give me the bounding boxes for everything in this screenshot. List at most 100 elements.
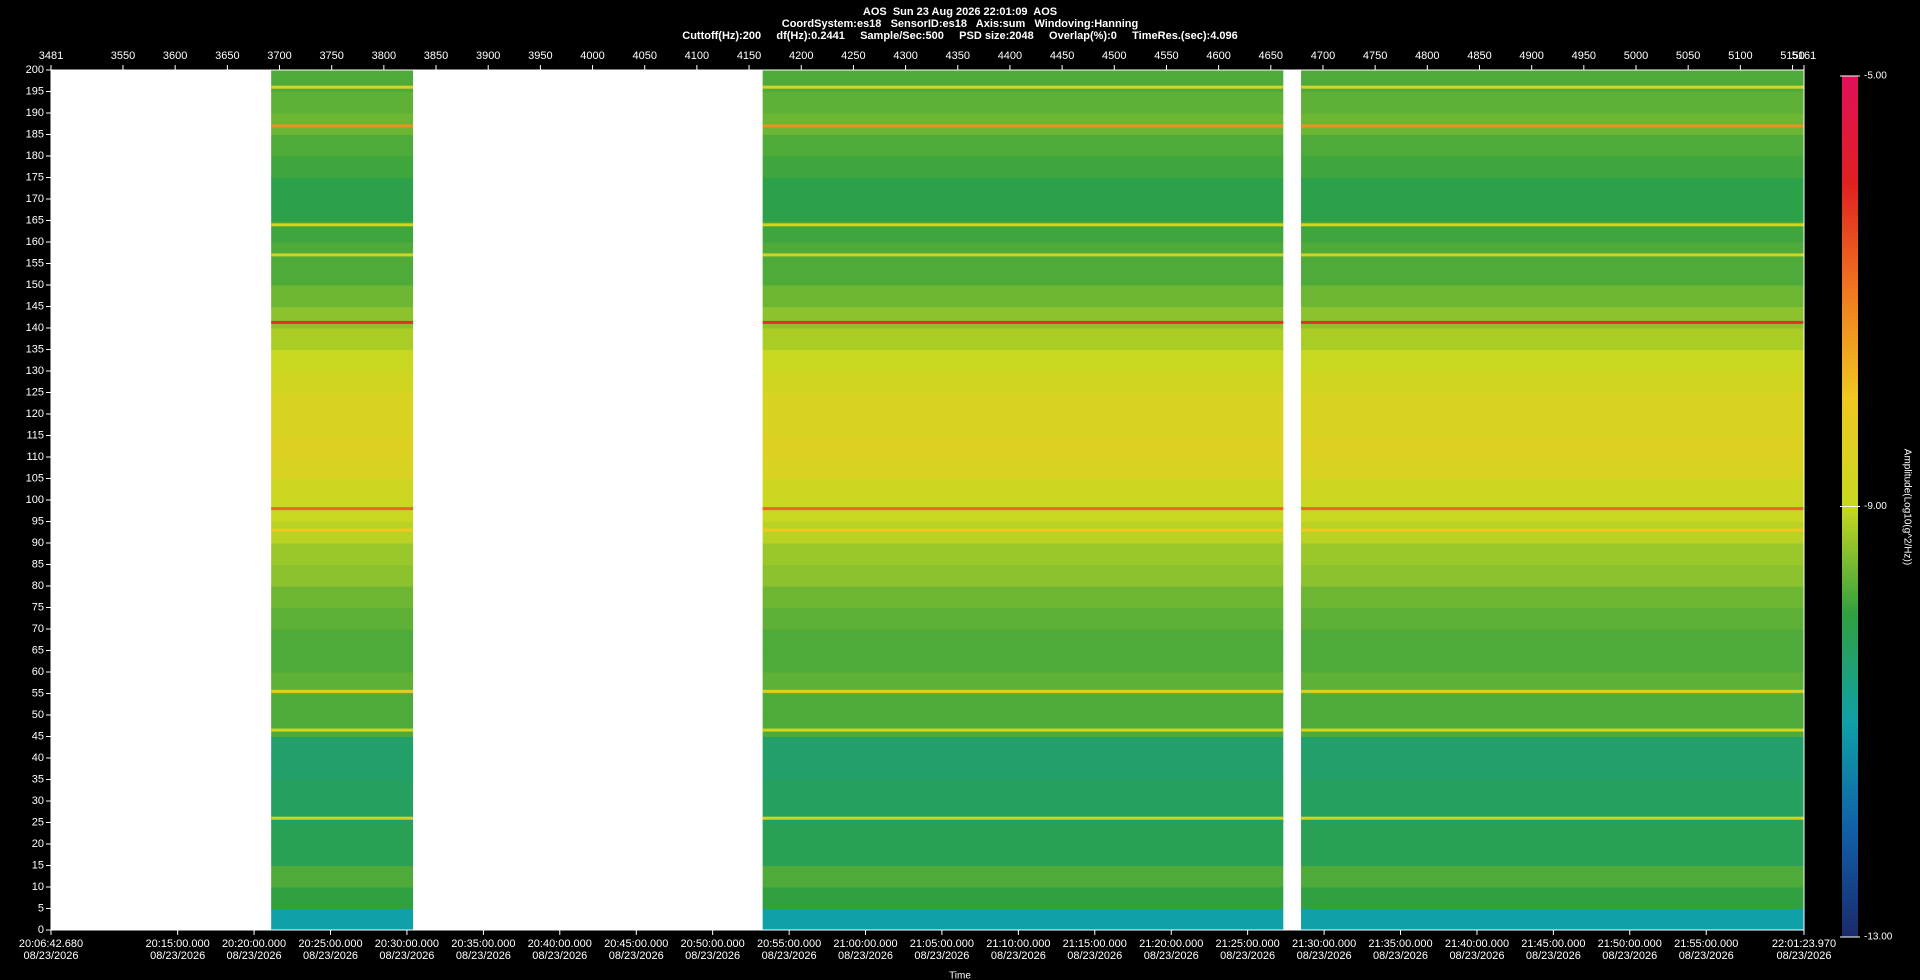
y-tick-label: 15	[32, 859, 44, 871]
spectral-line	[762, 253, 1284, 257]
band-cell	[762, 887, 1284, 909]
band-cell	[1301, 564, 1804, 587]
x-tick-label: 4500	[1102, 50, 1126, 62]
band-cell	[762, 156, 1284, 178]
x-tick-label: 3600	[163, 50, 187, 62]
band-cell	[271, 887, 414, 909]
time-tick-label: 20:55:00.000	[757, 938, 821, 950]
x-tick-label: 3750	[319, 50, 343, 62]
time-tick-label: 22:01:23.970	[1772, 938, 1836, 950]
y-tick-label: 0	[38, 924, 44, 936]
x-tick-label: 4250	[841, 50, 865, 62]
spectral-line	[271, 223, 414, 227]
spectral-line	[762, 507, 1284, 511]
band-cell	[762, 134, 1284, 157]
y-tick-label: 175	[26, 171, 44, 183]
x-tick-label: 4100	[685, 50, 709, 62]
spectral-line	[271, 728, 414, 732]
band-cell	[762, 349, 1284, 372]
band-cell	[271, 693, 414, 716]
spectral-line	[762, 689, 1284, 693]
band-cell	[1301, 435, 1804, 458]
band-cell	[762, 865, 1284, 888]
x-axis-label: Time	[949, 971, 971, 980]
band-cell	[762, 822, 1284, 845]
band-cell	[1301, 242, 1804, 264]
band-cell	[271, 629, 414, 651]
band-cell	[271, 199, 414, 221]
band-cell	[762, 263, 1284, 286]
time-tick-date: 08/23/2026	[23, 950, 78, 962]
x-tick-label: 3550	[111, 50, 135, 62]
spectral-line	[1301, 320, 1804, 324]
band-cell	[271, 306, 414, 329]
band-cell	[271, 607, 414, 630]
spectral-line	[271, 689, 414, 693]
time-tick-label: 20:40:00.000	[528, 938, 592, 950]
time-tick-date: 08/23/2026	[1602, 950, 1657, 962]
band-cell	[271, 844, 414, 866]
band-cell	[271, 500, 414, 522]
spectral-line	[1301, 85, 1804, 89]
y-tick-label: 25	[32, 816, 44, 828]
band-cell	[762, 736, 1284, 759]
band-cell	[1301, 736, 1804, 759]
time-tick-label: 21:55:00.000	[1674, 938, 1738, 950]
band-cell	[762, 715, 1284, 737]
x-tick-label: 4700	[1311, 50, 1335, 62]
time-tick-date: 08/23/2026	[1220, 950, 1275, 962]
band-cell	[1301, 758, 1804, 780]
y-tick-label: 195	[26, 85, 44, 97]
x-tick-label: 3850	[424, 50, 448, 62]
spectral-line	[271, 85, 414, 89]
band-cell	[1301, 779, 1804, 802]
band-cell	[1301, 306, 1804, 329]
band-cell	[762, 564, 1284, 587]
y-tick-label: 40	[32, 752, 44, 764]
band-cell	[1301, 521, 1804, 544]
y-tick-label: 180	[26, 150, 44, 162]
time-tick-date: 08/23/2026	[227, 950, 282, 962]
band-cell	[271, 328, 414, 350]
y-tick-label: 165	[26, 214, 44, 226]
y-tick-label: 20	[32, 838, 44, 850]
y-tick-label: 45	[32, 730, 44, 742]
spectral-line	[271, 320, 414, 324]
time-tick-label: 20:30:00.000	[375, 938, 439, 950]
band-cell	[271, 521, 414, 544]
time-tick-date: 08/23/2026	[1373, 950, 1428, 962]
spectral-line	[762, 223, 1284, 227]
band-cell	[271, 758, 414, 780]
time-tick-date: 08/23/2026	[1449, 950, 1504, 962]
spectral-line	[271, 124, 414, 128]
y-tick-label: 50	[32, 709, 44, 721]
y-tick-label: 60	[32, 666, 44, 678]
y-tick-label: 30	[32, 795, 44, 807]
band-cell	[1301, 371, 1804, 393]
time-tick-date: 08/23/2026	[303, 950, 358, 962]
band-cell	[762, 414, 1284, 436]
spectral-line	[1301, 528, 1804, 532]
band-cell	[1301, 629, 1804, 651]
band-cell	[762, 328, 1284, 350]
time-tick-label: 20:15:00.000	[146, 938, 210, 950]
x-tick-label: 3800	[372, 50, 396, 62]
time-tick-date: 08/23/2026	[532, 950, 587, 962]
y-tick-label: 110	[26, 451, 44, 463]
y-tick-label: 75	[32, 601, 44, 613]
time-tick-label: 20:45:00.000	[604, 938, 668, 950]
band-cell	[762, 844, 1284, 866]
band-cell	[1301, 457, 1804, 479]
y-tick-label: 160	[26, 236, 44, 248]
x-tick-label: 3650	[215, 50, 239, 62]
band-cell	[762, 392, 1284, 415]
spectral-line	[271, 528, 414, 532]
x-tick-label: 5000	[1624, 50, 1648, 62]
x-tick-label: 3950	[528, 50, 552, 62]
band-cell	[1301, 478, 1804, 501]
y-tick-label: 80	[32, 580, 44, 592]
band-cell	[762, 285, 1284, 307]
spectral-line	[762, 85, 1284, 89]
time-tick-label: 21:15:00.000	[1063, 938, 1127, 950]
band-cell	[762, 629, 1284, 651]
